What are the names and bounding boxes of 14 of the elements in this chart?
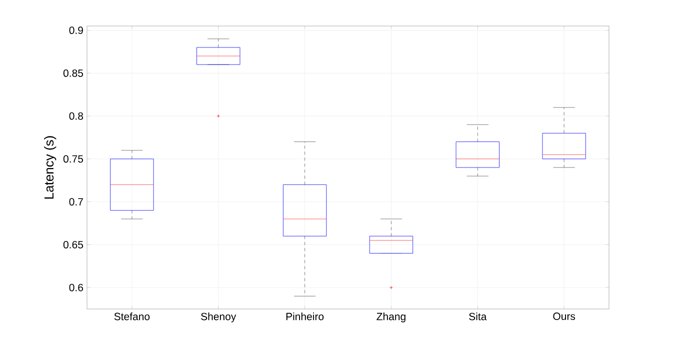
x-tick-label: Ours (553, 312, 576, 320)
x-tick-label: Shenoy (201, 312, 236, 322)
y-tick-label: 0.6 (69, 284, 84, 292)
x-tick-label: Stefano (114, 312, 150, 320)
y-tick-label: 0.9 (69, 26, 83, 34)
x-tick-label: Sita (469, 312, 487, 320)
y-tick-label: 0.75 (63, 155, 84, 163)
x-tick-label: Pinheiro (286, 312, 324, 320)
y-tick-label: 0.7 (69, 198, 83, 206)
y-tick-label: 0.8 (69, 112, 84, 120)
y-tick-label: 0.85 (63, 69, 84, 77)
x-tick-label: Zhang (376, 312, 406, 322)
y-axis-title: Latency (s) (44, 136, 56, 199)
y-tick-label: 0.65 (63, 240, 84, 248)
